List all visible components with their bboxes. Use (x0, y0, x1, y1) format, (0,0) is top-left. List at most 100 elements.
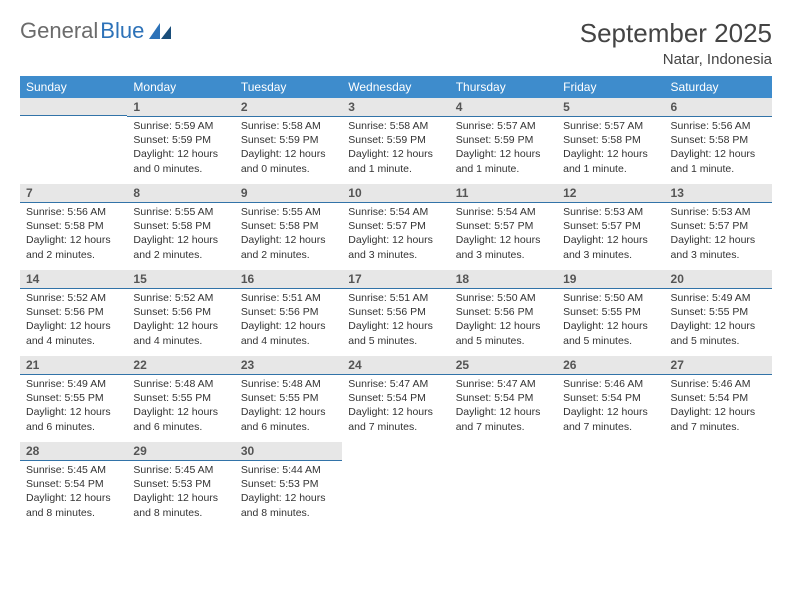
day-data: Sunrise: 5:55 AMSunset: 5:58 PMDaylight:… (127, 203, 234, 266)
calendar-cell: 15Sunrise: 5:52 AMSunset: 5:56 PMDayligh… (127, 270, 234, 356)
day-number: 17 (342, 270, 449, 289)
day-data: Sunrise: 5:46 AMSunset: 5:54 PMDaylight:… (665, 375, 772, 438)
weekday-header: Wednesday (342, 76, 449, 98)
calendar-cell: 30Sunrise: 5:44 AMSunset: 5:53 PMDayligh… (235, 442, 342, 528)
day-number: 1 (127, 98, 234, 117)
calendar-cell: 13Sunrise: 5:53 AMSunset: 5:57 PMDayligh… (665, 184, 772, 270)
day-number: 4 (450, 98, 557, 117)
calendar-cell: 2Sunrise: 5:58 AMSunset: 5:59 PMDaylight… (235, 98, 342, 184)
day-number: 7 (20, 184, 127, 203)
calendar-cell: 25Sunrise: 5:47 AMSunset: 5:54 PMDayligh… (450, 356, 557, 442)
weekday-header: Tuesday (235, 76, 342, 98)
day-number: 2 (235, 98, 342, 117)
calendar-cell: 7Sunrise: 5:56 AMSunset: 5:58 PMDaylight… (20, 184, 127, 270)
day-data: Sunrise: 5:56 AMSunset: 5:58 PMDaylight:… (20, 203, 127, 266)
weekday-header: Saturday (665, 76, 772, 98)
day-data: Sunrise: 5:49 AMSunset: 5:55 PMDaylight:… (20, 375, 127, 438)
day-number: 19 (557, 270, 664, 289)
day-data: Sunrise: 5:58 AMSunset: 5:59 PMDaylight:… (235, 117, 342, 180)
day-number: 14 (20, 270, 127, 289)
logo-sail-icon (149, 23, 171, 39)
calendar-cell (450, 442, 557, 528)
day-data: Sunrise: 5:54 AMSunset: 5:57 PMDaylight:… (342, 203, 449, 266)
weekday-header: Friday (557, 76, 664, 98)
calendar-week-row: 28Sunrise: 5:45 AMSunset: 5:54 PMDayligh… (20, 442, 772, 528)
day-data: Sunrise: 5:58 AMSunset: 5:59 PMDaylight:… (342, 117, 449, 180)
calendar-cell: 23Sunrise: 5:48 AMSunset: 5:55 PMDayligh… (235, 356, 342, 442)
day-number: 23 (235, 356, 342, 375)
weekday-header: Monday (127, 76, 234, 98)
weekday-header: Sunday (20, 76, 127, 98)
calendar-cell: 17Sunrise: 5:51 AMSunset: 5:56 PMDayligh… (342, 270, 449, 356)
calendar-cell: 28Sunrise: 5:45 AMSunset: 5:54 PMDayligh… (20, 442, 127, 528)
day-data: Sunrise: 5:55 AMSunset: 5:58 PMDaylight:… (235, 203, 342, 266)
brand-part1: General (20, 18, 98, 44)
month-title: September 2025 (580, 18, 772, 49)
day-number: 15 (127, 270, 234, 289)
day-data: Sunrise: 5:53 AMSunset: 5:57 PMDaylight:… (665, 203, 772, 266)
day-data: Sunrise: 5:59 AMSunset: 5:59 PMDaylight:… (127, 117, 234, 180)
day-data: Sunrise: 5:51 AMSunset: 5:56 PMDaylight:… (342, 289, 449, 352)
day-number: 24 (342, 356, 449, 375)
calendar-cell (342, 442, 449, 528)
day-number: 21 (20, 356, 127, 375)
day-data: Sunrise: 5:44 AMSunset: 5:53 PMDaylight:… (235, 461, 342, 524)
day-number: 29 (127, 442, 234, 461)
calendar-week-row: 21Sunrise: 5:49 AMSunset: 5:55 PMDayligh… (20, 356, 772, 442)
day-data: Sunrise: 5:48 AMSunset: 5:55 PMDaylight:… (235, 375, 342, 438)
day-data: Sunrise: 5:50 AMSunset: 5:55 PMDaylight:… (557, 289, 664, 352)
day-data: Sunrise: 5:49 AMSunset: 5:55 PMDaylight:… (665, 289, 772, 352)
calendar-cell (557, 442, 664, 528)
calendar-cell: 4Sunrise: 5:57 AMSunset: 5:59 PMDaylight… (450, 98, 557, 184)
calendar-week-row: 7Sunrise: 5:56 AMSunset: 5:58 PMDaylight… (20, 184, 772, 270)
day-data: Sunrise: 5:50 AMSunset: 5:56 PMDaylight:… (450, 289, 557, 352)
calendar-cell: 18Sunrise: 5:50 AMSunset: 5:56 PMDayligh… (450, 270, 557, 356)
brand-part2: Blue (100, 18, 144, 44)
calendar-cell (665, 442, 772, 528)
calendar-cell: 21Sunrise: 5:49 AMSunset: 5:55 PMDayligh… (20, 356, 127, 442)
day-number: 26 (557, 356, 664, 375)
day-number: 12 (557, 184, 664, 203)
calendar-cell: 6Sunrise: 5:56 AMSunset: 5:58 PMDaylight… (665, 98, 772, 184)
day-number: 10 (342, 184, 449, 203)
calendar-cell: 11Sunrise: 5:54 AMSunset: 5:57 PMDayligh… (450, 184, 557, 270)
calendar-body: 1Sunrise: 5:59 AMSunset: 5:59 PMDaylight… (20, 98, 772, 528)
day-number: 9 (235, 184, 342, 203)
calendar-cell: 22Sunrise: 5:48 AMSunset: 5:55 PMDayligh… (127, 356, 234, 442)
location: Natar, Indonesia (580, 51, 772, 68)
day-number: 5 (557, 98, 664, 117)
empty-day-bar (20, 98, 127, 116)
calendar-cell: 20Sunrise: 5:49 AMSunset: 5:55 PMDayligh… (665, 270, 772, 356)
header: GeneralBlue September 2025 Natar, Indone… (20, 18, 772, 68)
day-data: Sunrise: 5:51 AMSunset: 5:56 PMDaylight:… (235, 289, 342, 352)
title-block: September 2025 Natar, Indonesia (580, 18, 772, 68)
calendar-cell: 3Sunrise: 5:58 AMSunset: 5:59 PMDaylight… (342, 98, 449, 184)
calendar-cell: 16Sunrise: 5:51 AMSunset: 5:56 PMDayligh… (235, 270, 342, 356)
day-data: Sunrise: 5:45 AMSunset: 5:54 PMDaylight:… (20, 461, 127, 524)
day-number: 22 (127, 356, 234, 375)
weekday-header-row: SundayMondayTuesdayWednesdayThursdayFrid… (20, 76, 772, 98)
day-data: Sunrise: 5:45 AMSunset: 5:53 PMDaylight:… (127, 461, 234, 524)
day-number: 11 (450, 184, 557, 203)
calendar-week-row: 1Sunrise: 5:59 AMSunset: 5:59 PMDaylight… (20, 98, 772, 184)
calendar-cell: 5Sunrise: 5:57 AMSunset: 5:58 PMDaylight… (557, 98, 664, 184)
day-data: Sunrise: 5:48 AMSunset: 5:55 PMDaylight:… (127, 375, 234, 438)
calendar-cell: 10Sunrise: 5:54 AMSunset: 5:57 PMDayligh… (342, 184, 449, 270)
day-number: 27 (665, 356, 772, 375)
day-data: Sunrise: 5:52 AMSunset: 5:56 PMDaylight:… (127, 289, 234, 352)
day-number: 13 (665, 184, 772, 203)
calendar-cell: 14Sunrise: 5:52 AMSunset: 5:56 PMDayligh… (20, 270, 127, 356)
day-number: 3 (342, 98, 449, 117)
day-data: Sunrise: 5:47 AMSunset: 5:54 PMDaylight:… (450, 375, 557, 438)
calendar-table: SundayMondayTuesdayWednesdayThursdayFrid… (20, 76, 772, 528)
day-data: Sunrise: 5:56 AMSunset: 5:58 PMDaylight:… (665, 117, 772, 180)
calendar-cell: 24Sunrise: 5:47 AMSunset: 5:54 PMDayligh… (342, 356, 449, 442)
day-data: Sunrise: 5:53 AMSunset: 5:57 PMDaylight:… (557, 203, 664, 266)
calendar-cell: 8Sunrise: 5:55 AMSunset: 5:58 PMDaylight… (127, 184, 234, 270)
calendar-cell: 29Sunrise: 5:45 AMSunset: 5:53 PMDayligh… (127, 442, 234, 528)
calendar-cell: 1Sunrise: 5:59 AMSunset: 5:59 PMDaylight… (127, 98, 234, 184)
calendar-cell (20, 98, 127, 184)
day-number: 18 (450, 270, 557, 289)
day-number: 6 (665, 98, 772, 117)
calendar-cell: 12Sunrise: 5:53 AMSunset: 5:57 PMDayligh… (557, 184, 664, 270)
